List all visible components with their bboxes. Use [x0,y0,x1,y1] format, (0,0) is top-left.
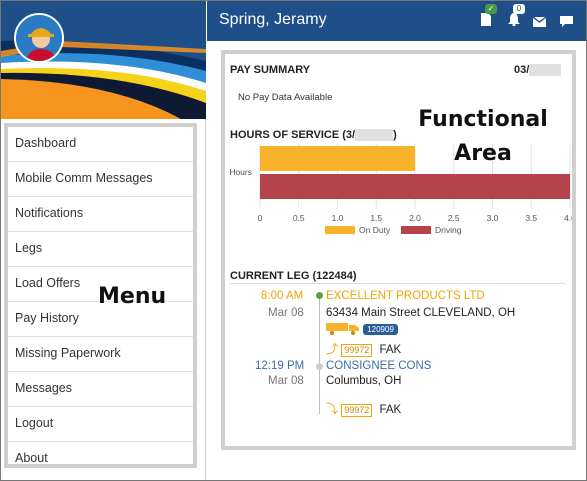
commodity-tag: 99972 [341,344,373,357]
x-tick-label: 3.0 [487,213,499,223]
document-icon[interactable] [481,13,493,27]
x-tick-label: 1.0 [332,213,344,223]
hours-of-service-chart: 0 0.5 1.0 1.5 2.0 2.5 3.0 3.5 4.0 Hours On Duty Dri… [229,144,572,235]
x-tick-label: 2.5 [448,213,460,223]
sidebar-menu: Dashboard Mobile Comm Messages Notificat… [4,123,197,468]
stop-commodity-row: ⤴ 99972 FAK [326,340,401,357]
menu-item-mobile-comm-messages[interactable]: Mobile Comm Messages [8,162,193,197]
pay-summary-title: PAY SUMMARY [230,64,311,76]
stop-address: 63434 Main Street CLEVELAND, OH [326,307,516,319]
legend-swatch [401,226,431,234]
redacted-date [355,129,394,142]
stop-date: Mar 08 [268,375,304,387]
redacted-date [529,64,562,77]
pay-summary-date: 03/ [514,64,562,77]
check-icon: ✓ [485,4,497,14]
chat-icon[interactable] [560,14,573,28]
avatar[interactable] [14,13,64,63]
menu-item-notifications[interactable]: Notifications [8,197,193,232]
x-tick-label: 2.0 [409,213,421,223]
sidebar: Dashboard Mobile Comm Messages Notificat… [1,1,206,480]
y-category-label: Hours [229,167,252,177]
stop-company-name[interactable]: CONSIGNEE CONS [326,360,432,372]
app-header: Spring, Jeramy ✓ 0 [207,1,586,41]
x-tick-label: 4.0 [564,213,572,223]
hours-of-service-title: HOURS OF SERVICE (3/) [230,129,397,142]
bell-icon[interactable] [508,13,520,27]
stop-address: Columbus, OH [326,375,402,387]
x-tick-label: 0.5 [293,213,305,223]
functional-area-annotation: Functional Area [413,103,553,171]
driver-avatar-icon [16,15,62,61]
dashboard-card: PAY SUMMARY 03/ No Pay Data Available HO… [221,50,576,450]
legend-label: Driving [435,225,462,235]
pickup-arrow-icon: ⤴ [326,342,339,356]
commodity-tag: 99972 [341,404,373,417]
legend-swatch [325,226,355,234]
menu-item-missing-paperwork[interactable]: Missing Paperwork [8,337,193,372]
sidebar-banner [1,1,206,119]
menu-annotation-label: Menu [98,284,167,309]
trailer-info: 120909 [326,322,398,335]
commodity-code: FAK [379,344,402,356]
stop-marker-delivery [316,363,323,370]
commodity-code: FAK [379,404,402,416]
annotation-line: Area [454,141,512,166]
leg-timeline [319,294,320,414]
stop-time: 8:00 AM [261,290,304,302]
x-tick-label: 0 [258,213,263,223]
notification-count-badge: 0 [513,4,525,14]
bar-driving [260,174,570,199]
stop-marker-pickup [316,292,323,299]
menu-item-legs[interactable]: Legs [8,232,193,267]
current-leg-title: CURRENT LEG (122484) [230,270,357,282]
stop-company-name[interactable]: EXCELLENT PRODUCTS LTD [326,290,485,302]
menu-item-load-offers[interactable]: Load Offers [8,267,193,302]
trailer-number-badge: 120909 [363,323,398,335]
bar-on-duty [260,146,415,171]
truck-icon [326,323,359,335]
menu-item-logout[interactable]: Logout [8,407,193,442]
legend-label: On Duty [359,225,391,235]
menu-item-pay-history[interactable]: Pay History [8,302,193,337]
divider [230,283,565,284]
stop-commodity-row: ⤵ 99972 FAK [326,400,401,417]
mail-icon[interactable] [532,14,547,28]
x-tick-label: 3.5 [525,213,537,223]
x-tick-label: 1.5 [370,213,382,223]
stop-date: Mar 08 [268,307,304,319]
menu-item-about[interactable]: About [15,451,48,465]
drop-arrow-icon: ⤵ [326,402,339,416]
menu-item-messages[interactable]: Messages [8,372,193,407]
annotation-line: Functional [418,107,548,132]
stop-time: 12:19 PM [255,360,305,372]
driver-name-title: Spring, Jeramy [219,11,327,28]
pay-summary-empty-text: No Pay Data Available [238,92,333,103]
menu-item-dashboard[interactable]: Dashboard [8,127,193,162]
